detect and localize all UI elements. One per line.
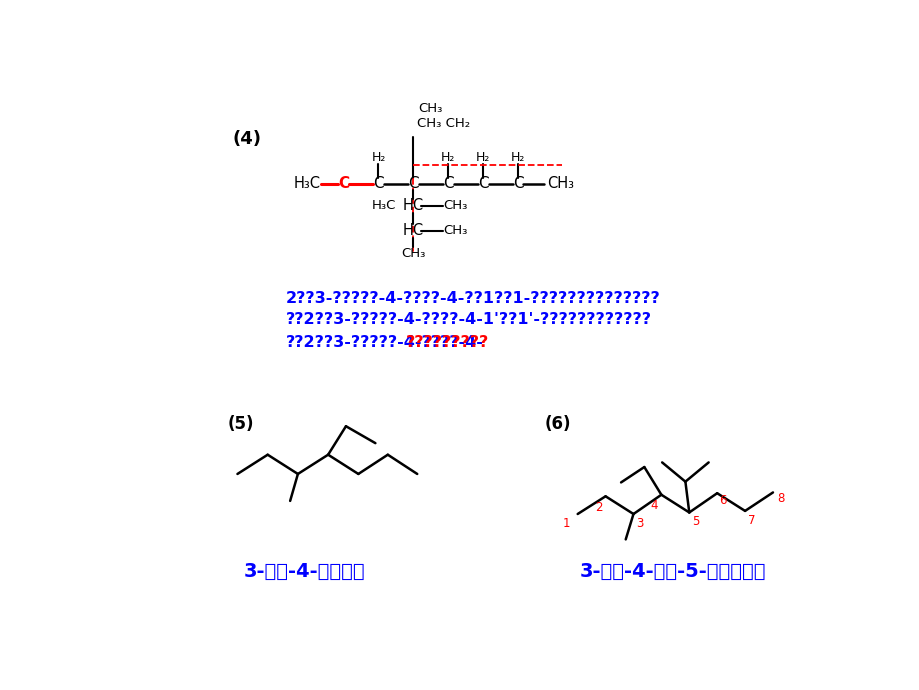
Text: 5: 5 <box>691 515 698 529</box>
Text: 7: 7 <box>747 513 754 526</box>
Text: 8: 8 <box>777 492 784 505</box>
Text: (4): (4) <box>233 130 262 148</box>
Text: ??2??3-?????-4-????-4-: ??2??3-?????-4-????-4- <box>285 335 482 350</box>
Text: C: C <box>442 176 453 191</box>
Text: C: C <box>337 176 349 191</box>
Text: 3-甲基-4-乙基-5-异丙基辛烷: 3-甲基-4-乙基-5-异丙基辛烷 <box>579 562 766 581</box>
Text: H₃C: H₃C <box>371 199 396 213</box>
Text: C: C <box>373 176 383 191</box>
Text: CH₃: CH₃ <box>547 176 573 191</box>
Text: H₃C: H₃C <box>293 176 321 191</box>
Text: CH₃: CH₃ <box>401 247 425 260</box>
Text: C: C <box>477 176 488 191</box>
Text: H₂: H₂ <box>510 151 525 164</box>
Text: HC: HC <box>403 223 424 238</box>
Text: 3: 3 <box>635 517 642 530</box>
Text: ??2??3-?????-4-????-4-1'??1'-????????????: ??2??3-?????-4-????-4-1'??1'-???????????… <box>285 313 651 328</box>
Text: CH₃: CH₃ <box>443 199 467 213</box>
Text: C: C <box>512 176 523 191</box>
Text: (6): (6) <box>545 415 571 433</box>
Text: 3-甲基-4-乙基庚烷: 3-甲基-4-乙基庚烷 <box>244 562 365 581</box>
Text: CH₃: CH₃ <box>443 224 467 237</box>
Text: CH₃ CH₂: CH₃ CH₂ <box>417 117 470 130</box>
Text: 4: 4 <box>650 499 657 512</box>
Text: ?????????: ????????? <box>405 335 488 350</box>
Text: H₂: H₂ <box>475 151 490 164</box>
Text: 6: 6 <box>719 495 726 507</box>
Text: 2: 2 <box>595 500 602 513</box>
Text: H₂: H₂ <box>440 151 455 164</box>
Text: H₂: H₂ <box>371 151 385 164</box>
Text: (5): (5) <box>227 415 254 433</box>
Text: CH₃: CH₃ <box>418 103 442 115</box>
Text: C: C <box>408 176 418 191</box>
Text: HC: HC <box>403 199 424 213</box>
Text: 2??3-?????-4-????-4-??1??1-??????????????: 2??3-?????-4-????-4-??1??1-?????????????… <box>285 291 660 306</box>
Text: 1: 1 <box>562 517 570 530</box>
